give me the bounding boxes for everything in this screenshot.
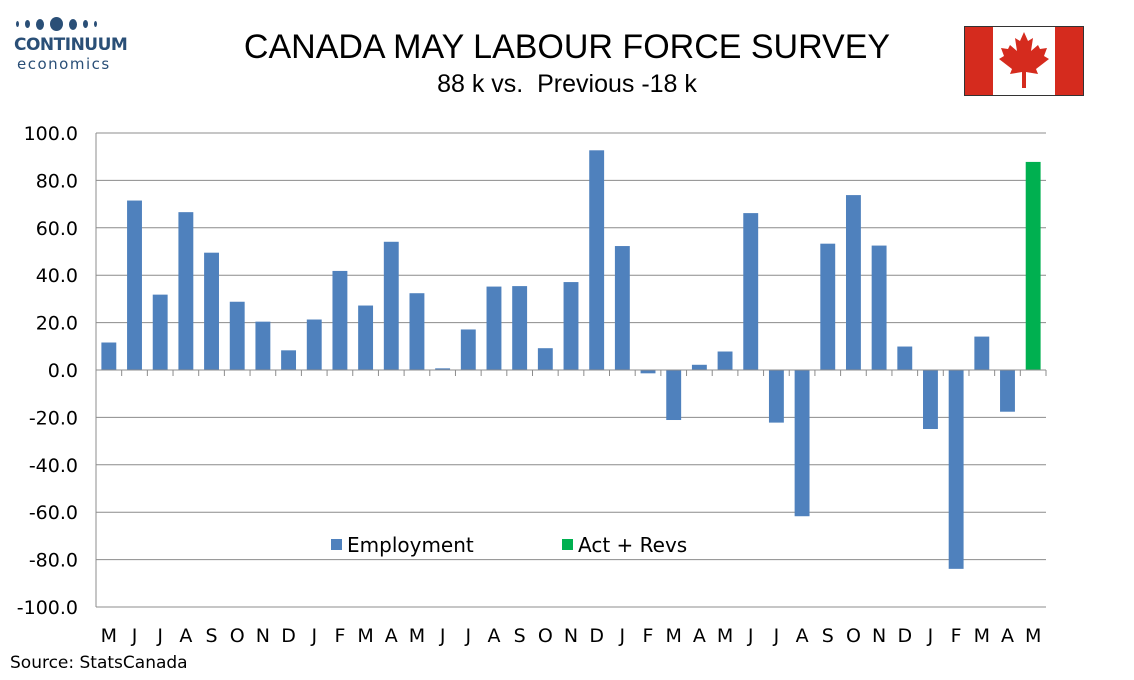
x-tick-label: N	[256, 625, 270, 647]
x-tick-label: D	[281, 625, 296, 647]
employment-bar	[409, 293, 425, 370]
x-tick-label: A	[179, 625, 192, 647]
employment-bar	[666, 370, 682, 421]
y-tick-label: -20.0	[29, 407, 78, 429]
employment-bar	[871, 245, 887, 370]
x-tick-label: A	[385, 625, 398, 647]
employment-bar	[794, 370, 810, 517]
employment-bar	[820, 243, 836, 370]
y-tick-label: 80.0	[36, 170, 78, 192]
x-tick-label: S	[514, 625, 526, 647]
employment-bar	[563, 282, 579, 370]
x-tick-label: J	[310, 625, 317, 647]
y-tick-label: -80.0	[29, 550, 78, 572]
employment-bar	[923, 370, 938, 430]
employment-bar	[383, 241, 399, 370]
employment-bar	[229, 301, 245, 370]
legend-swatch	[331, 539, 342, 550]
x-tick-label: J	[773, 625, 780, 647]
x-tick-label: A	[796, 625, 809, 647]
y-tick-label: 60.0	[36, 218, 78, 240]
x-tick-label: F	[951, 625, 962, 647]
y-tick-label: 100.0	[24, 123, 78, 145]
y-tick-label: -60.0	[29, 502, 78, 524]
employment-bar	[204, 252, 219, 370]
employment-bar	[640, 370, 656, 374]
x-tick-label: D	[589, 625, 604, 647]
x-tick-label: F	[334, 625, 345, 647]
y-tick-label: -40.0	[29, 455, 78, 477]
x-tick-label: M	[717, 625, 733, 647]
legend-swatch	[562, 539, 573, 550]
x-tick-label: A	[1001, 625, 1014, 647]
legend-label: Act + Revs	[578, 533, 687, 557]
logo-dots-icon	[16, 16, 97, 32]
employment-bar	[768, 370, 784, 423]
employment-bar	[306, 319, 322, 370]
employment-bar	[897, 346, 913, 370]
employment-bar	[281, 350, 297, 370]
x-tick-label: A	[487, 625, 500, 647]
logo-subtitle: economics	[17, 55, 111, 73]
chart-title: CANADA MAY LABOUR FORCE SURVEY	[243, 28, 891, 66]
x-tick-label: J	[747, 625, 754, 647]
employment-bar	[614, 246, 630, 370]
continuum-economics-logo: CONTINUUM economics	[12, 14, 137, 78]
x-tick-label: J	[131, 625, 138, 647]
x-tick-label: M	[101, 625, 117, 647]
x-tick-label: F	[643, 625, 654, 647]
x-tick-label: O	[846, 625, 861, 647]
employment-bar	[486, 286, 502, 370]
x-tick-label: O	[230, 625, 245, 647]
x-tick-label: J	[464, 625, 471, 647]
employment-bar	[537, 348, 553, 370]
x-tick-label: M	[974, 625, 990, 647]
y-tick-label: 40.0	[36, 265, 78, 287]
x-tick-label: J	[156, 625, 163, 647]
x-tick-label: J	[439, 625, 446, 647]
x-tick-label: N	[872, 625, 886, 647]
x-tick-label: D	[897, 625, 912, 647]
employment-bar	[127, 200, 142, 370]
y-tick-label: -100.0	[17, 597, 78, 619]
y-tick-label: 0.0	[48, 360, 78, 382]
employment-bar	[152, 294, 168, 370]
x-tick-label: S	[822, 625, 834, 647]
canada-flag-icon	[964, 26, 1084, 96]
x-tick-label: M	[665, 625, 681, 647]
employment-bar	[332, 270, 348, 370]
employment-bar	[178, 212, 194, 370]
employment-bar	[358, 305, 374, 370]
x-tick-label: M	[1025, 625, 1041, 647]
x-tick-label: S	[206, 625, 218, 647]
x-tick-label: M	[409, 625, 425, 647]
employment-bar	[101, 342, 117, 370]
employment-bar	[743, 213, 759, 370]
x-tick-label: A	[693, 625, 706, 647]
employment-bar	[589, 150, 605, 370]
logo-name: CONTINUUM	[14, 35, 128, 55]
employment-bar	[974, 336, 990, 370]
employment-bar	[1000, 370, 1015, 412]
employment-bar	[845, 195, 861, 370]
x-tick-label: J	[927, 625, 934, 647]
x-tick-label: J	[619, 625, 626, 647]
employment-bar	[435, 368, 451, 370]
x-tick-label: N	[564, 625, 578, 647]
x-tick-label: M	[357, 625, 373, 647]
act-revs-bar	[1025, 161, 1041, 370]
employment-bar	[512, 286, 528, 370]
employment-bar	[948, 370, 964, 569]
employment-bar	[691, 364, 707, 370]
source-note: Source: StatsCanada	[10, 653, 188, 673]
employment-bar	[717, 351, 733, 370]
employment-bar	[255, 321, 271, 370]
employment-bar	[460, 329, 476, 370]
chart-subtitle: 88 k vs. Previous -18 k	[437, 70, 697, 98]
legend-label: Employment	[347, 533, 474, 557]
x-tick-label: O	[538, 625, 553, 647]
y-tick-label: 20.0	[36, 313, 78, 335]
